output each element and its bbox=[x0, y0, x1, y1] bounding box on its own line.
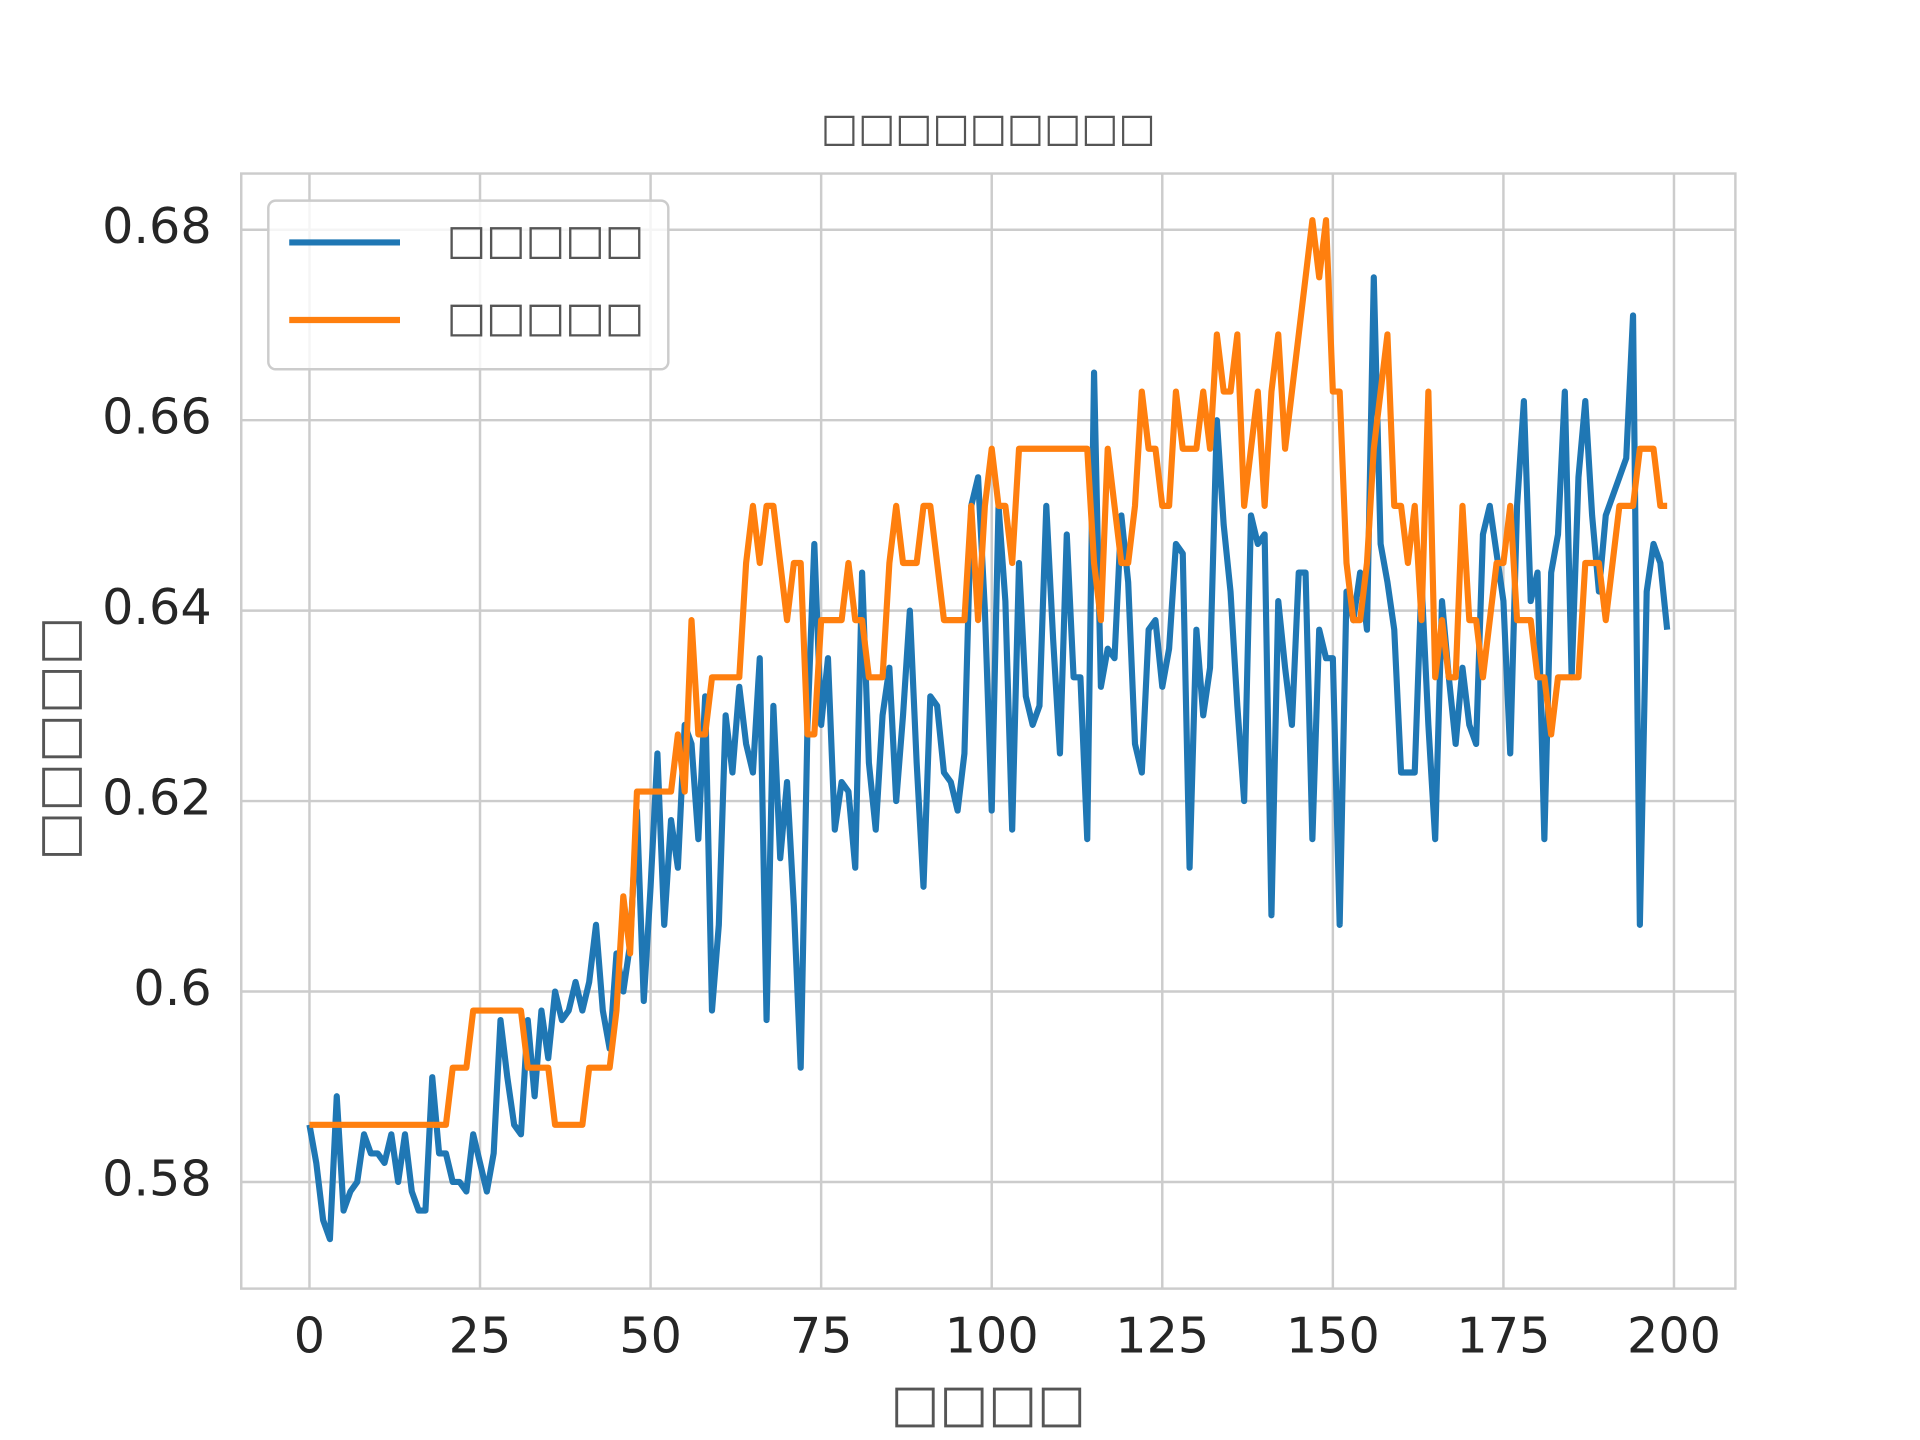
legend-label: □□□□□ bbox=[447, 215, 645, 264]
x-tick-label: 100 bbox=[945, 1307, 1039, 1365]
data-line bbox=[309, 217, 1668, 1128]
y-axis-label: □□□□□ bbox=[29, 616, 89, 860]
x-axis-label: □□□□ bbox=[891, 1374, 1086, 1434]
y-tick-label: 0.66 bbox=[102, 388, 212, 446]
x-tick-label: 125 bbox=[1115, 1307, 1209, 1365]
y-tick-label: 0.64 bbox=[102, 578, 212, 636]
x-tick-label: 0 bbox=[294, 1307, 325, 1365]
x-tick-label: 25 bbox=[449, 1307, 512, 1365]
x-tick-label: 150 bbox=[1286, 1307, 1380, 1365]
x-tick-label: 50 bbox=[619, 1307, 682, 1365]
y-tick-label: 0.62 bbox=[102, 769, 212, 827]
x-tick-label: 200 bbox=[1627, 1307, 1721, 1365]
y-tick-label: 0.68 bbox=[102, 197, 212, 255]
x-tick-label: 175 bbox=[1456, 1307, 1550, 1365]
y-tick-label: 0.58 bbox=[102, 1149, 212, 1207]
legend-label: □□□□□ bbox=[447, 292, 645, 341]
plot-frame bbox=[240, 172, 1737, 1290]
chart-title: □□□□□□□□□ bbox=[821, 105, 1156, 151]
x-tick-label: 75 bbox=[790, 1307, 853, 1365]
y-tick-label: 0.6 bbox=[133, 959, 211, 1017]
